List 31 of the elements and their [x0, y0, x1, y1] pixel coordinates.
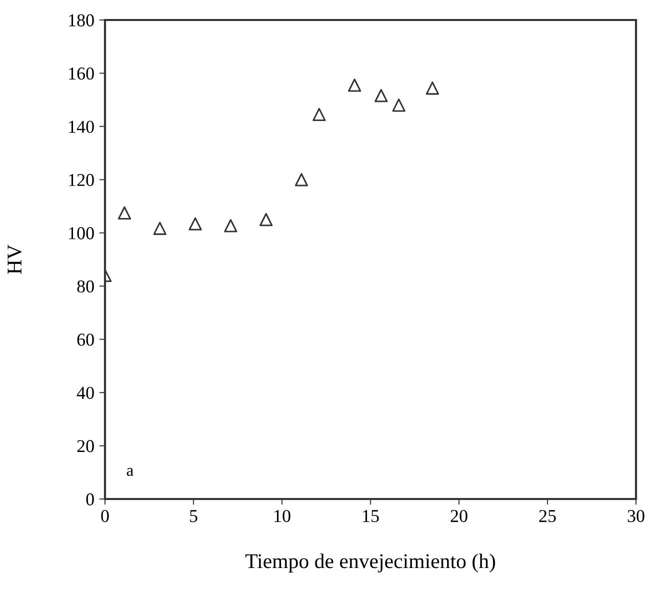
point: [348, 78, 362, 92]
point: [426, 82, 440, 95]
y-tick-label: 100: [69, 227, 94, 240]
y-tick-label: 160: [69, 67, 94, 80]
x-tick-label: 25: [539, 510, 556, 522]
y-tick-label: 60: [77, 334, 94, 346]
point: [153, 222, 166, 235]
y-tick-label: 80: [77, 280, 94, 293]
y-tick-label: 120: [69, 174, 94, 186]
point: [312, 108, 326, 122]
x-tick-label: 15: [363, 510, 379, 522]
y-tick-label: 180: [69, 14, 94, 26]
x-tick-label: 5: [190, 510, 198, 522]
point: [392, 98, 406, 112]
x-tick-label: 10: [274, 510, 290, 522]
point: [294, 173, 308, 186]
x-tick-label: 0: [101, 510, 109, 522]
point: [374, 89, 388, 102]
y-tick-label: 20: [77, 440, 94, 452]
point: [224, 219, 238, 232]
y-tick-label: 40: [76, 386, 94, 399]
x-tick-label: 30: [628, 510, 644, 522]
point: [259, 213, 273, 226]
y-tick-label: 0: [86, 493, 94, 506]
x-tick-label: 20: [450, 510, 468, 522]
x-axis-title: Tiempo de envejecimiento (h): [245, 554, 496, 572]
y-tick-label: 140: [69, 120, 94, 133]
annotation: a: [126, 468, 134, 476]
y-axis-title: HV: [8, 244, 22, 274]
point: [118, 206, 132, 220]
point: [188, 217, 202, 230]
